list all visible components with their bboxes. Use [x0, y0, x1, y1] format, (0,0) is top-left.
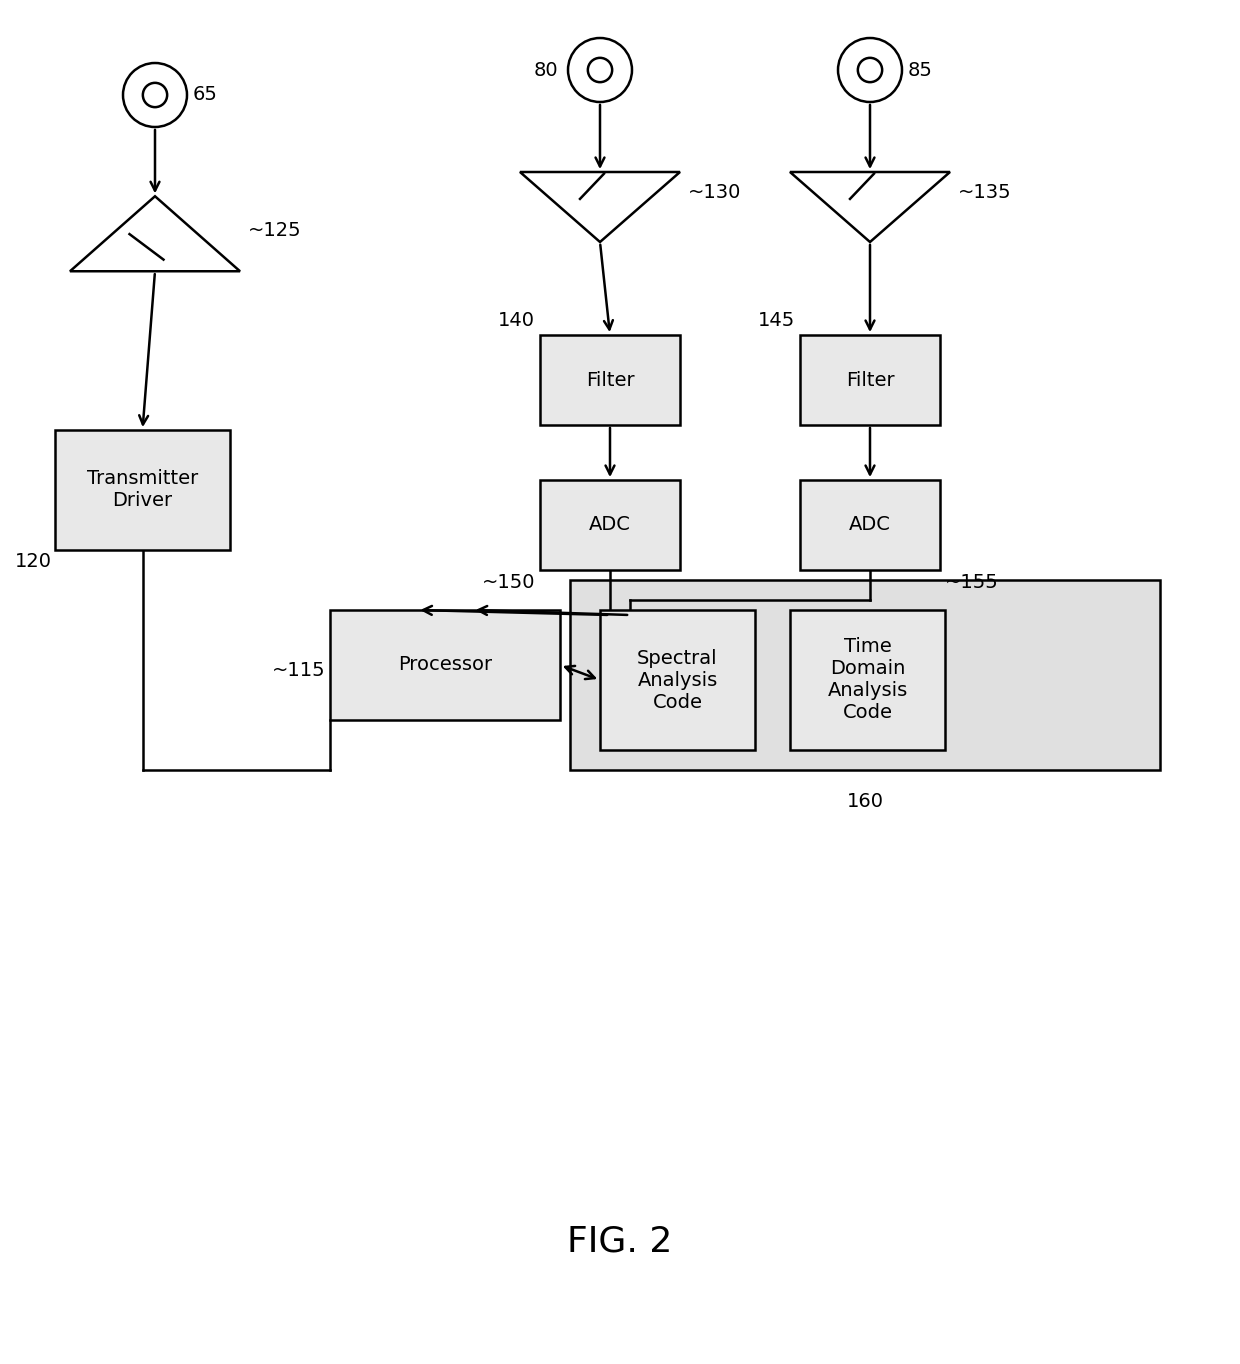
FancyBboxPatch shape [539, 336, 680, 426]
Text: 140: 140 [498, 311, 534, 330]
FancyBboxPatch shape [539, 480, 680, 570]
Circle shape [143, 83, 167, 108]
Text: 160: 160 [847, 792, 883, 812]
Polygon shape [520, 172, 680, 241]
FancyBboxPatch shape [790, 610, 945, 750]
Text: 65: 65 [193, 86, 218, 105]
FancyBboxPatch shape [600, 610, 755, 750]
Circle shape [568, 38, 632, 102]
Text: ADC: ADC [589, 516, 631, 535]
FancyBboxPatch shape [800, 336, 940, 426]
Text: ~130: ~130 [688, 184, 742, 202]
Text: 145: 145 [758, 311, 795, 330]
Text: ~125: ~125 [248, 221, 301, 240]
Circle shape [858, 57, 882, 82]
FancyBboxPatch shape [800, 480, 940, 570]
Text: Spectral
Analysis
Code: Spectral Analysis Code [637, 648, 718, 712]
FancyBboxPatch shape [55, 430, 229, 550]
Circle shape [123, 63, 187, 127]
Circle shape [588, 57, 613, 82]
Text: Filter: Filter [846, 371, 894, 390]
Text: ~150: ~150 [481, 573, 534, 592]
Text: ~115: ~115 [272, 662, 325, 681]
Polygon shape [69, 196, 241, 271]
Text: ~155: ~155 [945, 573, 998, 592]
Text: ~135: ~135 [959, 184, 1012, 202]
Text: Time
Domain
Analysis
Code: Time Domain Analysis Code [827, 637, 908, 723]
FancyBboxPatch shape [330, 610, 560, 720]
Text: Processor: Processor [398, 656, 492, 675]
Text: FIG. 2: FIG. 2 [568, 1225, 672, 1258]
Text: ADC: ADC [849, 516, 890, 535]
Text: Transmitter
Driver: Transmitter Driver [87, 469, 198, 510]
Circle shape [838, 38, 901, 102]
Text: 120: 120 [15, 552, 52, 572]
Polygon shape [790, 172, 950, 241]
Text: 85: 85 [908, 60, 932, 79]
Text: 80: 80 [533, 60, 558, 79]
FancyBboxPatch shape [570, 580, 1159, 771]
Text: Filter: Filter [585, 371, 635, 390]
